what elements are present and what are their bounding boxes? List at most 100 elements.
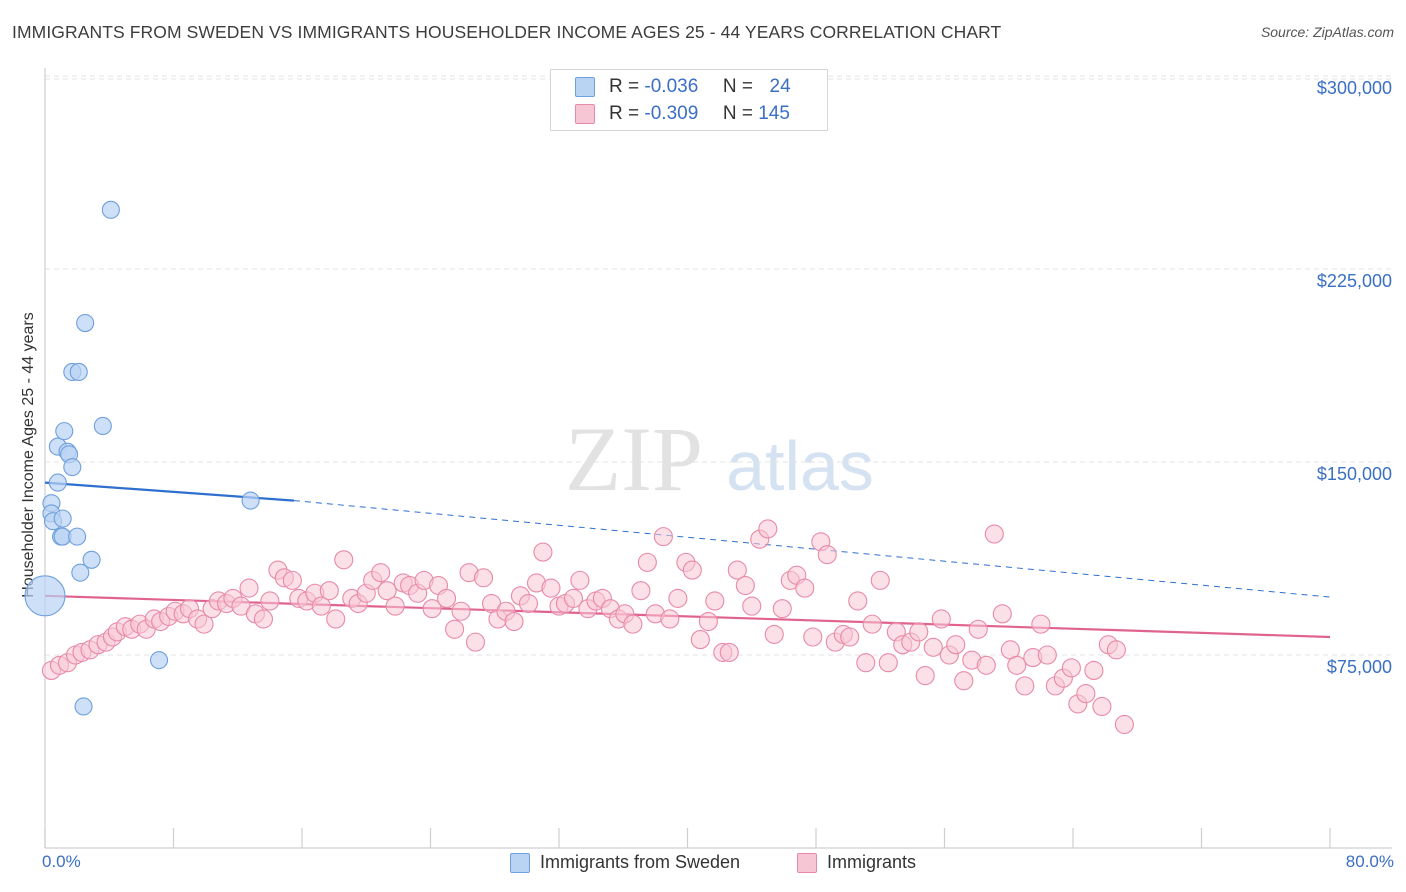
point-sweden (24, 575, 66, 617)
point-immigrants (260, 591, 280, 611)
point-immigrants (848, 591, 868, 611)
r-label: R = (609, 103, 640, 124)
point-immigrants (319, 581, 339, 601)
point-immigrants (631, 581, 651, 601)
sweden-swatch (575, 77, 595, 97)
point-immigrants (563, 588, 584, 608)
point-immigrants (840, 627, 860, 647)
point-immigrants (334, 550, 354, 570)
point-immigrants (682, 560, 702, 580)
point-immigrants (504, 612, 524, 632)
point-immigrants (984, 524, 1004, 544)
point-immigrants (445, 619, 465, 639)
stats-legend: R = -0.036 N = 24 R = -0.309 N = 145 (550, 69, 828, 131)
point-sweden (69, 362, 88, 381)
point-immigrants (668, 588, 688, 608)
y-tick-label: $300,000 (1317, 78, 1392, 98)
r-value: -0.309 (644, 103, 699, 124)
point-immigrants (976, 655, 996, 675)
point-sweden (63, 458, 82, 477)
chart-source: Source: ZipAtlas.com (1260, 24, 1394, 40)
point-sweden (68, 527, 87, 546)
point-immigrants (968, 619, 988, 639)
y-tick-label: $75,000 (1327, 657, 1392, 677)
legend-swatch-immigrants (797, 852, 817, 873)
point-sweden (149, 651, 169, 670)
point-immigrants (377, 581, 397, 601)
point-immigrants (660, 609, 680, 629)
point-sweden (74, 697, 93, 716)
point-sweden (76, 313, 95, 333)
point-immigrants (239, 578, 259, 598)
point-immigrants (311, 596, 331, 616)
stats-text-immigrants: R = -0.309 N = 145 (609, 102, 790, 126)
trendline-sweden-extrapolated (293, 500, 1331, 598)
point-sweden (55, 422, 74, 441)
point-immigrants (1037, 645, 1057, 665)
n-label: N = (722, 76, 753, 97)
point-immigrants (1114, 714, 1134, 735)
point-immigrants (705, 591, 725, 611)
point-immigrants (878, 653, 898, 673)
point-immigrants (735, 575, 755, 596)
point-immigrants (758, 519, 778, 539)
point-immigrants (1076, 684, 1096, 704)
point-immigrants (764, 624, 784, 644)
point-immigrants (727, 560, 747, 580)
x-tick-label-max: 80.0% (1345, 852, 1394, 871)
point-immigrants (653, 527, 673, 547)
r-value: -0.036 (644, 76, 699, 97)
trendline-immigrants (44, 594, 1331, 639)
point-immigrants (473, 568, 494, 588)
point-immigrants (518, 593, 539, 614)
watermark: ZIP atlas (565, 408, 874, 510)
point-immigrants (931, 609, 951, 629)
point-sweden (241, 491, 260, 510)
point-sweden (101, 200, 120, 219)
point-immigrants (856, 653, 876, 673)
legend-item-immigrants[interactable]: Immigrants (797, 852, 916, 873)
point-sweden (93, 416, 112, 436)
point-immigrants (1015, 676, 1035, 696)
point-immigrants (698, 612, 718, 632)
watermark-zip: ZIP (565, 408, 703, 510)
legend-item-sweden[interactable]: Immigrants from Sweden (510, 852, 740, 873)
point-immigrants (623, 614, 643, 634)
point-immigrants (992, 604, 1012, 624)
point-immigrants (326, 609, 346, 629)
point-immigrants (541, 578, 561, 598)
n-label: N = (722, 103, 753, 124)
point-immigrants (194, 614, 214, 634)
point-immigrants (719, 642, 739, 662)
point-immigrants (795, 578, 815, 598)
n-value: 145 (758, 103, 790, 124)
point-immigrants (772, 599, 792, 619)
y-tick-label: $150,000 (1317, 464, 1392, 484)
point-immigrants (451, 601, 471, 621)
point-immigrants (803, 627, 823, 647)
point-immigrants (742, 596, 762, 616)
point-immigrants (533, 542, 553, 562)
point-immigrants (1007, 655, 1027, 675)
point-immigrants (870, 570, 890, 590)
point-immigrants (915, 666, 935, 686)
point-immigrants (690, 630, 710, 650)
legend-label-sweden: Immigrants from Sweden (540, 852, 741, 872)
point-immigrants (923, 637, 943, 657)
y-tick-label: $225,000 (1317, 271, 1392, 291)
legend-swatch-sweden (510, 852, 530, 873)
point-immigrants (946, 635, 966, 655)
point-immigrants (570, 570, 590, 590)
chart-title: IMMIGRANTS FROM SWEDEN VS IMMIGRANTS HOU… (12, 22, 1002, 42)
stats-text-sweden: R = -0.036 N = 24 (609, 75, 791, 99)
immigrants-swatch (575, 104, 595, 124)
point-immigrants (862, 614, 882, 634)
point-immigrants (422, 599, 442, 619)
series-legend: Immigrants from Sweden Immigrants (0, 852, 1406, 878)
watermark-atlas: atlas (726, 427, 874, 505)
point-sweden (53, 509, 72, 528)
point-immigrants (1092, 696, 1112, 717)
point-immigrants (371, 563, 391, 583)
point-immigrants (465, 632, 486, 652)
point-sweden (48, 473, 67, 492)
